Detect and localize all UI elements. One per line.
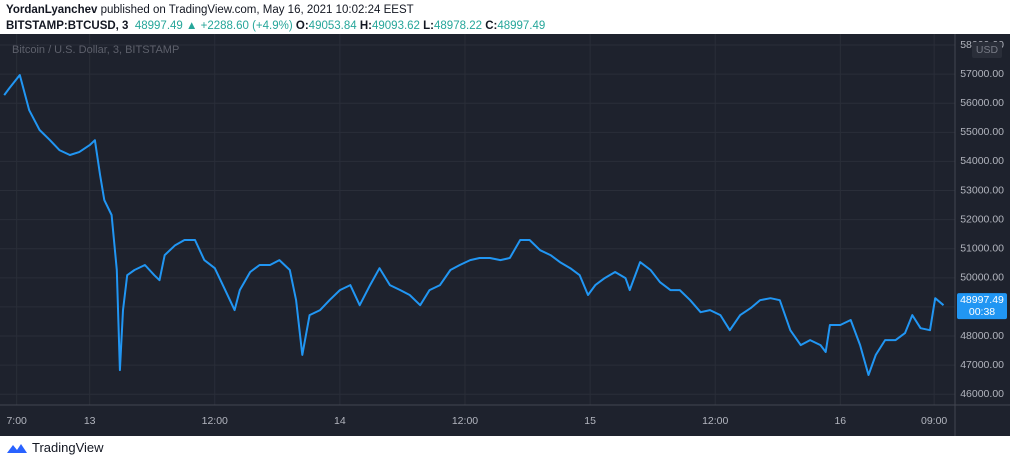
x-tick-label: 12:00 [702, 415, 728, 427]
countdown: 00:38 [969, 306, 995, 318]
last-price-box [957, 293, 1007, 320]
ohlc-label: C: [485, 20, 498, 32]
x-tick-label: 12:00 [202, 415, 228, 427]
publish-line: YordanLyanchev published on TradingView.… [6, 2, 545, 18]
ohlc-value: 49053.84 [308, 20, 357, 32]
brand-logo-shape [7, 443, 27, 453]
x-tick-label: 14 [334, 415, 346, 427]
ohlc-label: L: [423, 20, 435, 32]
y-tick-label: 48000.00 [960, 330, 1004, 342]
axes: 46000.0047000.0048000.0049000.0050000.00… [6, 39, 1007, 427]
last-price: 48997.49 [960, 294, 1004, 306]
x-tick-label: 13 [84, 415, 96, 427]
y-tick-label: 47000.00 [960, 359, 1004, 371]
published: published on TradingView.com, May 16, 20… [100, 4, 414, 16]
grid [0, 34, 955, 405]
x-tick-label: 12:00 [452, 415, 478, 427]
y-tick-label: 54000.00 [960, 155, 1004, 167]
brand-logo [7, 443, 27, 453]
y-tick-label: 55000.00 [960, 126, 1004, 138]
brand-name: TradingView [32, 440, 104, 455]
price-line [3, 74, 945, 376]
chart-background [0, 34, 1010, 436]
y-tick-label: 53000.00 [960, 184, 1004, 196]
price: 48997.49 [134, 20, 183, 32]
plot [3, 74, 945, 376]
chart-title: Bitcoin / U.S. Dollar, 3, BITSTAMP [12, 44, 179, 56]
change: +2288.60 (+4.9%) [200, 20, 293, 32]
ohlc-value: 48978.22 [434, 20, 482, 32]
currency: USD [976, 44, 999, 56]
symbol: BITSTAMP:BTCUSD, 3 [6, 20, 129, 32]
ohlc-value: 48997.49 [497, 20, 546, 32]
brand: TradingView [6, 440, 104, 455]
x-tick-label: 7:00 [6, 415, 27, 427]
y-tick-label: 56000.00 [960, 97, 1004, 109]
ohlc: O:49053.84 H:49093.62 L:48978.22 C:48997… [296, 20, 545, 32]
y-tick-label: 50000.00 [960, 272, 1004, 284]
x-tick-label: 09:00 [921, 415, 947, 427]
arrow: ▲ [186, 20, 198, 32]
chart: Bitcoin / U.S. Dollar, 3, BITSTAMP 46000… [0, 34, 1010, 436]
currency-box [972, 42, 1002, 58]
x-tick-label: 15 [584, 415, 596, 427]
y-tick-label: 51000.00 [960, 243, 1004, 255]
header: YordanLyanchev published on TradingView.… [6, 2, 545, 34]
ohlc-label: O: [295, 20, 309, 32]
x-tick-label: 16 [834, 415, 846, 427]
ohlc-label: H: [359, 20, 372, 32]
author: YordanLyanchev [6, 4, 98, 16]
y-tick-label: 52000.00 [960, 213, 1004, 225]
ohlc-value: 49093.62 [371, 20, 420, 32]
quote-line: BITSTAMP:BTCUSD, 3 48997.49 ▲ +2288.60 (… [6, 18, 545, 34]
y-tick-label: 57000.00 [960, 68, 1004, 80]
y-tick-label: 46000.00 [960, 388, 1004, 400]
